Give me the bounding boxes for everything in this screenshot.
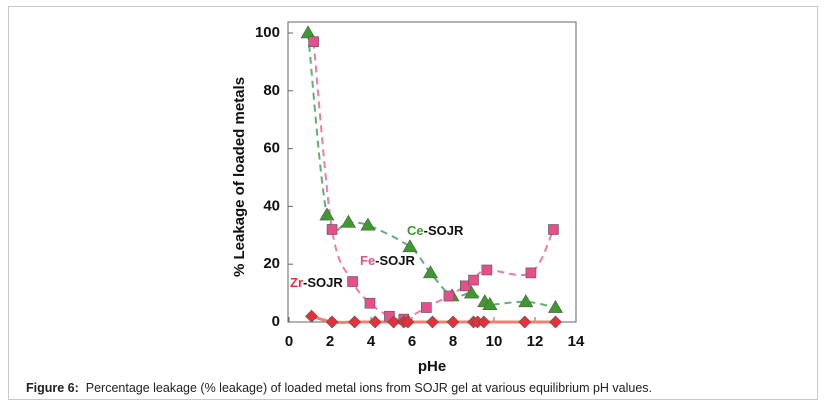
data-point [443,290,455,302]
x-tick-label: 4 [367,333,376,350]
x-tick-label: 8 [449,333,457,350]
data-point [308,36,319,47]
data-point [481,264,493,276]
data-point [446,315,460,329]
trend-line [307,32,556,309]
series-label: Fe-SOJR [360,253,416,268]
data-point [468,274,479,286]
data-point [319,207,335,221]
data-point [547,299,564,313]
chart: pHe % Leakage of loaded metals 0 2 4 6 8 10 12… [231,21,585,375]
data-point [463,285,479,299]
figure-frame [8,6,818,400]
data-point [325,315,339,329]
data-point [422,265,438,279]
y-tick-label: 20 [263,255,280,272]
x-tick-label: 12 [527,333,544,350]
series-label: Zr-SOJR [290,275,343,290]
data-point [340,214,356,228]
data-point [364,297,376,309]
data-point [518,294,534,308]
data-point [347,276,358,287]
x-tick-label: 10 [486,333,503,350]
data-point [518,315,532,329]
caption: Figure 6: Percentage leakage (% leakage)… [26,381,652,395]
caption-label: Figure 6: [26,381,79,395]
data-point [426,315,439,329]
x-tick-label: 2 [326,333,334,350]
y-axis-label: % Leakage of loaded metals [231,77,248,277]
data-point [402,239,418,253]
series-label: Ce-SOJR [407,223,464,238]
data-point [360,217,376,231]
data-point [549,315,562,329]
x-tick-label: 14 [568,333,585,350]
y-tick-label: 60 [263,140,280,157]
data-point [477,315,491,329]
data-point [326,224,338,235]
x-axis-label: pHe [418,358,446,375]
data-point [548,224,559,235]
data-point [300,25,316,39]
x-tick-label: 0 [285,333,293,350]
y-tick-label: 40 [263,197,280,214]
data-point [459,280,471,292]
data-point [525,267,537,279]
data-point [368,315,382,329]
y-tick-label: 100 [255,24,280,41]
data-point [305,309,318,323]
data-point [348,315,362,329]
y-tick-label: 0 [272,313,280,330]
data-point [421,302,432,313]
data-point [401,315,415,329]
y-tick-label: 80 [263,82,280,99]
data-point [387,315,400,329]
caption-text: Percentage leakage (% leakage) of loaded… [85,381,653,395]
x-tick-label: 6 [408,333,416,350]
data-point [482,297,498,310]
